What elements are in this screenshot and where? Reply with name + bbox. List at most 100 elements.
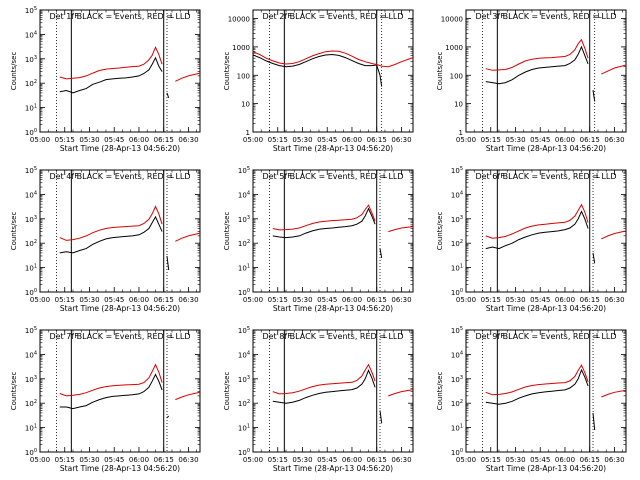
plot-frame [252, 169, 414, 293]
y-tick-label: 105 [451, 166, 463, 175]
chart-title: Det 3f BLACK = Events, RED = LLD [475, 12, 616, 21]
x-axis-label: Start Time (28-Apr-13 04:56:20) [60, 144, 180, 153]
x-tick-label: 06:00 [129, 296, 149, 304]
x-tick-label: 05:00 [456, 456, 476, 464]
y-tick-label: 103 [238, 375, 250, 384]
chart-title: Det 1f BLACK = Events, RED = LLD [49, 12, 190, 21]
x-tick-label: 05:00 [30, 136, 50, 144]
x-tick-label: 06:15 [367, 456, 387, 464]
y-tick-label: 100 [451, 288, 463, 297]
lld-series-line [252, 50, 414, 68]
y-tick-label: 105 [238, 166, 250, 175]
y-tick-label: 104 [238, 350, 250, 359]
y-axis-label: Counts/sec [223, 212, 231, 251]
x-tick-label: 05:45 [530, 456, 550, 464]
x-tick-label: 06:15 [367, 136, 387, 144]
lld-series-line [59, 205, 201, 242]
y-axis-label: Counts/sec [436, 372, 444, 411]
x-axis-label: Start Time (28-Apr-13 04:56:20) [486, 304, 606, 313]
chart-title: Det 7f BLACK = Events, RED = LLD [49, 332, 190, 341]
lld-series-line [485, 364, 627, 398]
marker-l-label: L [596, 172, 600, 180]
x-axis-label: Start Time (28-Apr-13 04:56:20) [60, 464, 180, 473]
y-tick-label: 101 [25, 424, 37, 433]
y-tick-label: 101 [451, 264, 463, 273]
x-tick-label: 06:15 [580, 136, 600, 144]
y-tick-label: 102 [451, 399, 463, 408]
y-tick-label: 1000 [232, 44, 250, 52]
marker-f-label: F [500, 12, 504, 20]
x-tick-label: 05:15 [481, 136, 501, 144]
y-tick-label: 103 [238, 215, 250, 224]
events-series-line [485, 210, 596, 264]
y-tick-label: 100 [25, 288, 37, 297]
y-tick-label: 105 [25, 6, 37, 15]
x-tick-label: 06:30 [391, 296, 411, 304]
x-tick-label: 06:00 [129, 456, 149, 464]
marker-f-label: F [74, 12, 78, 20]
y-tick-label: 105 [25, 166, 37, 175]
events-series-line [59, 373, 170, 419]
x-axis-label: Start Time (28-Apr-13 04:56:20) [273, 464, 393, 473]
marker-f-label: F [74, 332, 78, 340]
plot-frame [39, 9, 201, 133]
chart-title: Det 2f BLACK = Events, RED = LLD [262, 12, 403, 21]
lld-series-line [272, 204, 414, 233]
x-tick-label: 06:30 [391, 456, 411, 464]
y-tick-label: 104 [451, 190, 463, 199]
y-axis-label: Counts/sec [10, 212, 18, 251]
x-tick-label: 06:00 [555, 136, 575, 144]
lld-series-line [485, 38, 627, 75]
events-series-line [272, 369, 383, 424]
y-axis-label: Counts/sec [10, 372, 18, 411]
y-tick-label: 104 [25, 350, 37, 359]
chart-title: Det 4f BLACK = Events, RED = LLD [49, 172, 190, 181]
lld-series-line [59, 363, 201, 401]
y-tick-label: 101 [238, 424, 250, 433]
y-tick-label: 103 [451, 375, 463, 384]
marker-l-label: L [170, 332, 174, 340]
marker-l-label: L [383, 172, 387, 180]
y-axis-label: Counts/sec [223, 52, 231, 91]
plot-frame [252, 9, 414, 133]
x-axis-label: Start Time (28-Apr-13 04:56:20) [60, 304, 180, 313]
y-tick-label: 100 [237, 72, 250, 80]
x-tick-label: 05:15 [55, 296, 75, 304]
x-tick-label: 05:00 [243, 296, 263, 304]
y-tick-label: 103 [25, 375, 37, 384]
x-tick-label: 06:30 [178, 296, 198, 304]
y-tick-label: 105 [25, 326, 37, 335]
x-tick-label: 05:30 [505, 296, 525, 304]
events-series-line [272, 207, 383, 258]
y-tick-label: 100 [450, 72, 463, 80]
x-tick-label: 05:15 [268, 456, 288, 464]
x-tick-label: 05:15 [481, 296, 501, 304]
x-tick-label: 06:00 [342, 456, 362, 464]
x-tick-label: 06:00 [555, 456, 575, 464]
x-tick-label: 05:45 [104, 296, 124, 304]
x-tick-label: 05:45 [317, 136, 337, 144]
x-tick-label: 05:30 [292, 296, 312, 304]
plot-frame [465, 169, 627, 293]
x-tick-label: 06:00 [129, 136, 149, 144]
marker-f-label: F [287, 12, 291, 20]
x-tick-label: 05:15 [268, 296, 288, 304]
chart-panel-7: 100 101 102 103 104 105 05:00 05:15 05:30 05:45 06… [10, 326, 201, 473]
y-tick-label: 100 [25, 128, 37, 137]
y-axis-label: Counts/sec [436, 212, 444, 251]
x-axis-label: Start Time (28-Apr-13 04:56:20) [273, 304, 393, 313]
y-tick-label: 105 [238, 326, 250, 335]
x-tick-label: 06:30 [391, 136, 411, 144]
x-tick-label: 06:15 [154, 296, 174, 304]
y-tick-label: 100 [25, 448, 37, 457]
marker-f-label: F [74, 172, 78, 180]
y-tick-label: 101 [25, 264, 37, 273]
y-tick-label: 102 [238, 239, 250, 248]
x-tick-label: 05:30 [79, 456, 99, 464]
y-axis-label: Counts/sec [223, 372, 231, 411]
chart-panel-8: 100 101 102 103 104 105 05:00 05:15 05:30 05:45 06… [223, 326, 414, 473]
x-tick-label: 06:00 [342, 296, 362, 304]
plot-frame [465, 329, 627, 453]
x-tick-label: 05:45 [104, 456, 124, 464]
y-tick-label: 102 [238, 399, 250, 408]
